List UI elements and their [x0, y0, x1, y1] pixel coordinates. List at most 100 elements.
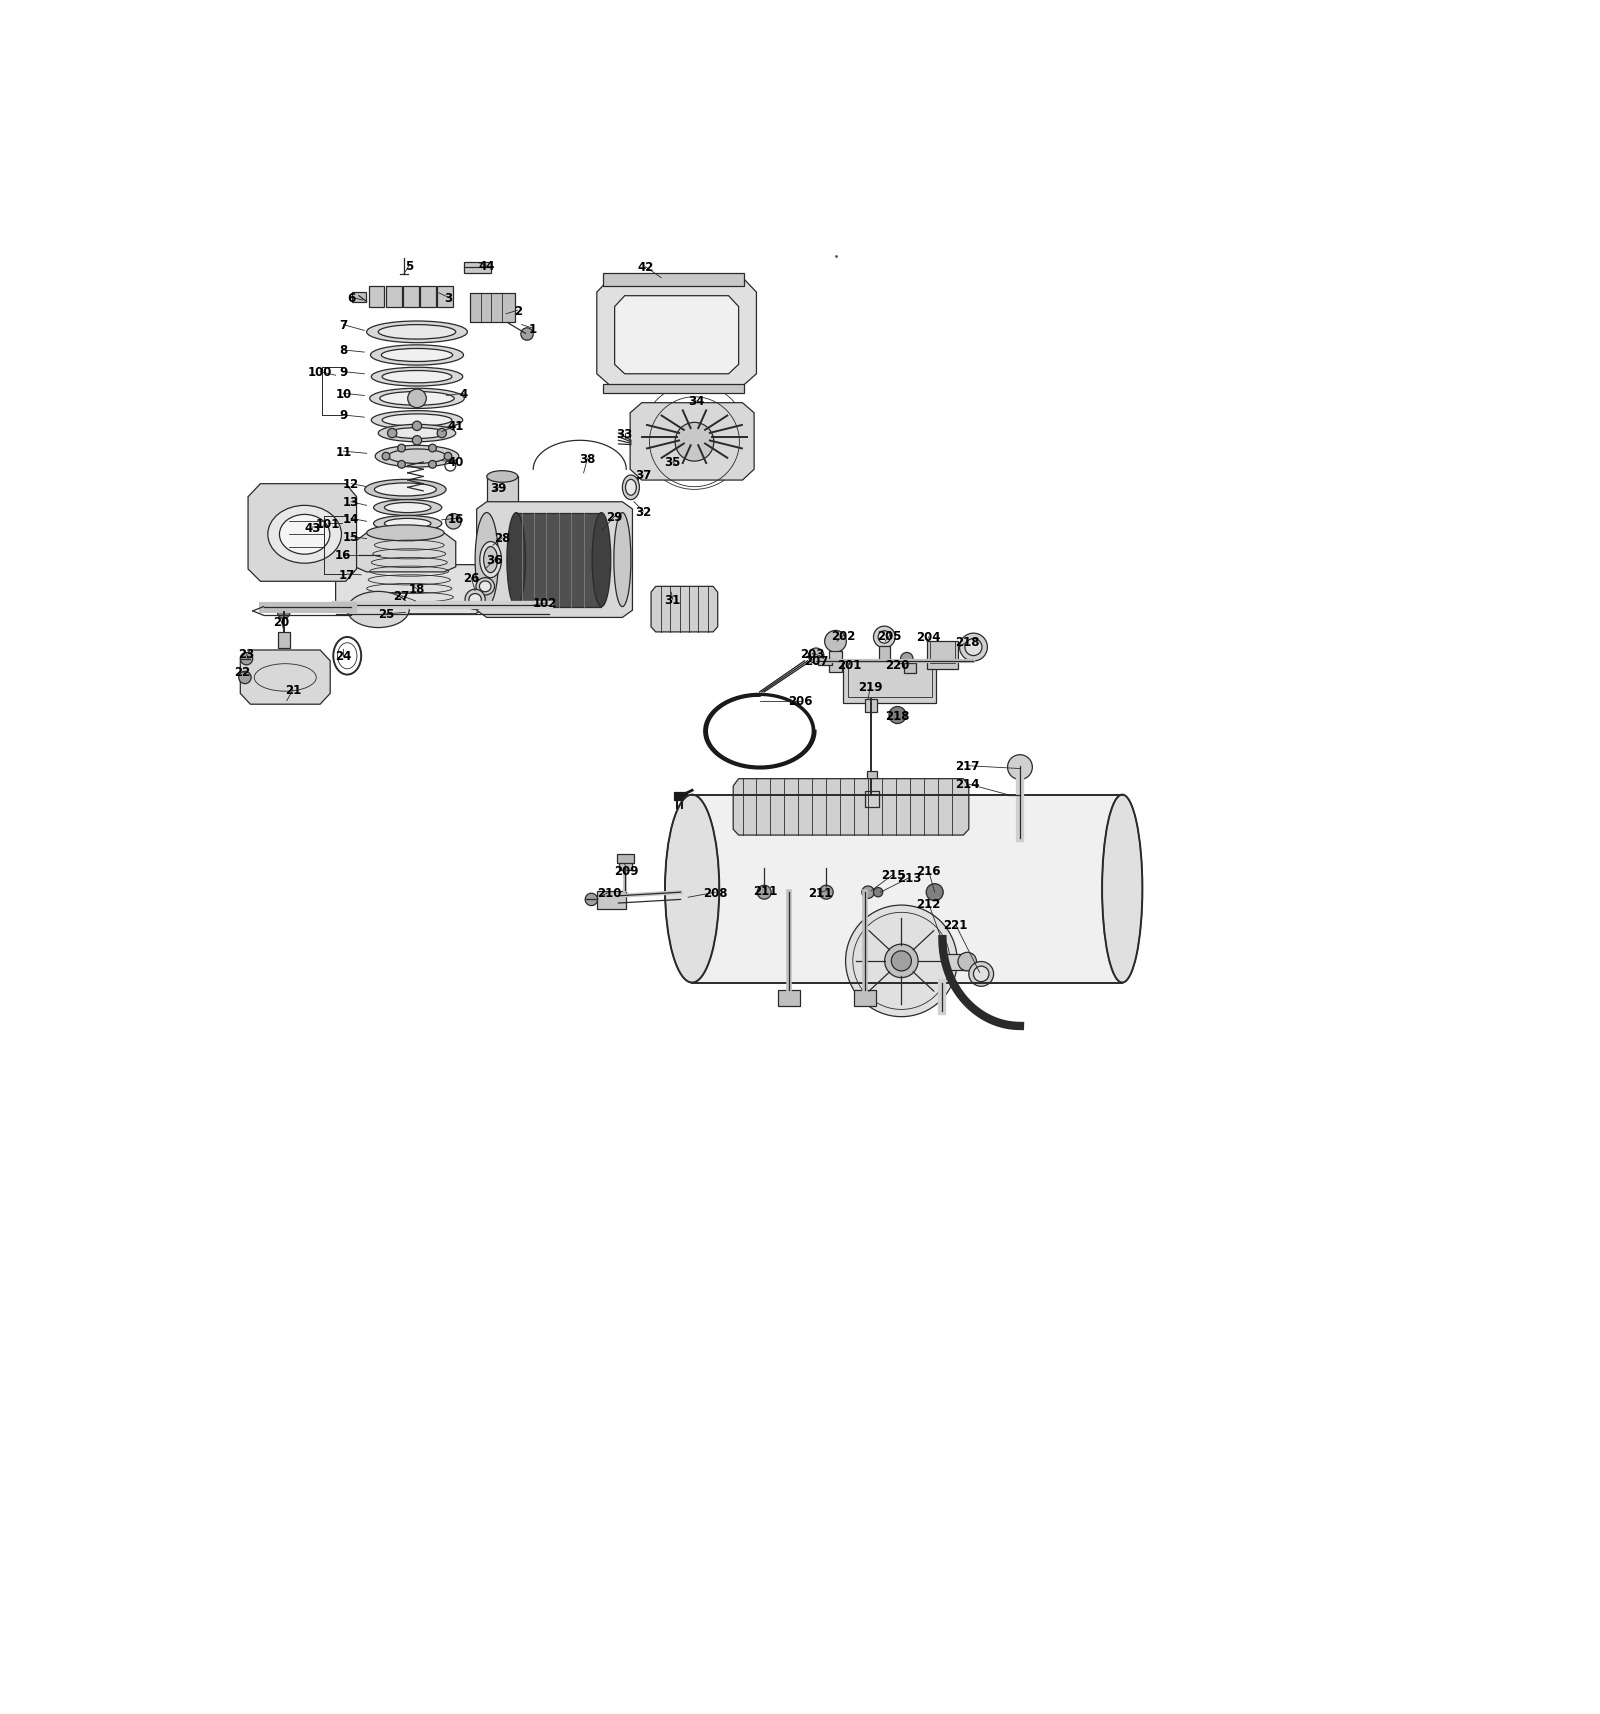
Circle shape — [677, 420, 712, 454]
Text: 34: 34 — [688, 394, 704, 408]
Bar — [930, 643, 955, 663]
Text: 23: 23 — [238, 648, 254, 660]
Bar — [470, 293, 515, 322]
Circle shape — [522, 329, 533, 341]
Text: 208: 208 — [702, 886, 728, 900]
Text: 211: 211 — [808, 886, 832, 900]
Ellipse shape — [382, 372, 451, 384]
Ellipse shape — [475, 512, 498, 607]
Text: 218: 218 — [955, 636, 979, 648]
Ellipse shape — [622, 476, 640, 500]
Text: 32: 32 — [635, 506, 651, 518]
Polygon shape — [240, 651, 330, 704]
Ellipse shape — [475, 578, 494, 596]
Bar — [603, 274, 744, 286]
Circle shape — [445, 452, 451, 461]
Circle shape — [926, 884, 944, 902]
Text: 6: 6 — [347, 291, 355, 305]
Bar — [819, 660, 832, 665]
Text: 12: 12 — [342, 478, 360, 490]
Text: 221: 221 — [944, 919, 968, 932]
Text: 214: 214 — [955, 778, 979, 790]
Circle shape — [878, 631, 891, 644]
Text: 40: 40 — [448, 456, 464, 470]
Bar — [370, 286, 384, 309]
Text: 218: 218 — [885, 710, 910, 722]
Circle shape — [382, 452, 390, 461]
Circle shape — [403, 588, 411, 596]
Text: 16: 16 — [448, 512, 464, 526]
Text: 33: 33 — [616, 427, 634, 440]
Circle shape — [757, 886, 771, 900]
Ellipse shape — [469, 595, 482, 605]
Ellipse shape — [389, 428, 445, 439]
Circle shape — [429, 461, 437, 470]
Text: 20: 20 — [274, 615, 290, 629]
Text: 44: 44 — [478, 259, 494, 273]
Circle shape — [890, 708, 906, 723]
Text: 7: 7 — [339, 319, 347, 333]
Text: 217: 217 — [955, 759, 979, 773]
Polygon shape — [477, 502, 632, 619]
Bar — [843, 662, 936, 703]
Bar — [829, 651, 842, 672]
Bar — [693, 795, 1122, 984]
Circle shape — [586, 893, 597, 907]
Circle shape — [965, 639, 982, 656]
Text: 102: 102 — [533, 596, 557, 610]
Text: 210: 210 — [597, 886, 621, 900]
Text: 207: 207 — [803, 655, 829, 668]
Text: 18: 18 — [410, 583, 426, 596]
Bar — [854, 991, 875, 1006]
Bar — [352, 293, 366, 303]
Bar — [517, 512, 602, 607]
Polygon shape — [355, 533, 456, 572]
Polygon shape — [733, 780, 970, 836]
Circle shape — [277, 607, 290, 619]
Polygon shape — [336, 566, 491, 614]
Text: 216: 216 — [917, 864, 941, 878]
Ellipse shape — [507, 512, 525, 607]
Circle shape — [398, 446, 405, 452]
Ellipse shape — [371, 369, 462, 387]
Ellipse shape — [374, 516, 442, 531]
Bar — [603, 384, 744, 393]
Text: 36: 36 — [486, 554, 502, 567]
Text: 15: 15 — [342, 531, 360, 543]
Text: 43: 43 — [304, 521, 320, 535]
Text: 9: 9 — [339, 410, 347, 422]
Bar — [464, 264, 491, 274]
Ellipse shape — [379, 393, 454, 406]
Circle shape — [398, 461, 405, 470]
Circle shape — [400, 569, 416, 584]
Circle shape — [686, 430, 702, 446]
Text: 9: 9 — [339, 365, 347, 379]
Circle shape — [1008, 756, 1032, 780]
Ellipse shape — [386, 533, 429, 548]
Text: 101: 101 — [315, 518, 341, 531]
Ellipse shape — [626, 480, 637, 495]
Bar — [778, 991, 800, 1006]
Circle shape — [885, 944, 918, 979]
Ellipse shape — [371, 411, 462, 430]
Text: 29: 29 — [606, 511, 622, 523]
Ellipse shape — [666, 795, 720, 984]
Text: 13: 13 — [342, 495, 360, 509]
Ellipse shape — [378, 530, 438, 552]
Circle shape — [973, 967, 989, 982]
Circle shape — [824, 631, 846, 653]
Text: 1: 1 — [530, 322, 538, 336]
Text: 27: 27 — [394, 590, 410, 603]
Circle shape — [437, 428, 446, 439]
Bar — [437, 286, 453, 309]
Circle shape — [845, 905, 957, 1016]
Text: 26: 26 — [462, 572, 480, 584]
Bar — [618, 854, 634, 864]
Bar — [597, 891, 626, 910]
Circle shape — [958, 953, 976, 972]
Ellipse shape — [267, 506, 341, 564]
Text: 28: 28 — [494, 531, 510, 545]
Text: 25: 25 — [378, 608, 394, 620]
Text: 35: 35 — [664, 456, 682, 470]
Bar — [403, 286, 419, 309]
